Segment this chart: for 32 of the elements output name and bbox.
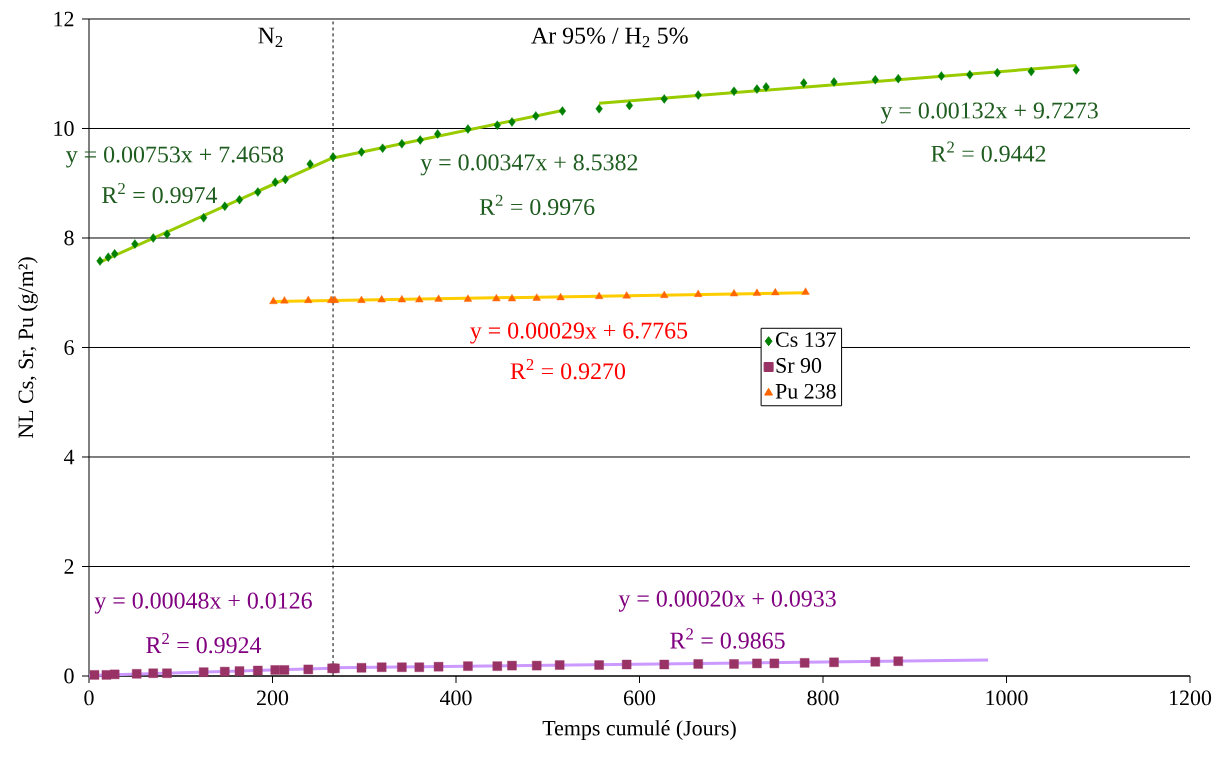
x-tick-label: 0	[84, 690, 94, 706]
x-tick-label: 200	[257, 690, 289, 706]
legend-label: Sr 90	[776, 358, 822, 373]
x-tick-label: 800	[807, 690, 839, 706]
y-tick-label: 6	[64, 340, 74, 355]
annotation: N$_{2}$	[258, 27, 283, 48]
annotation: y = 0.00048x + 0.0126	[94, 592, 312, 614]
annotation: R$^{2}$ = 0.9976	[479, 194, 595, 216]
x-tick-label: 600	[624, 690, 656, 706]
y-tick-label: 2	[64, 559, 74, 574]
x-tick-label: 1200	[1170, 690, 1212, 706]
x-tick-label: 1000	[986, 690, 1028, 706]
annotation: R$^{2}$ = 0.9865	[670, 628, 785, 649]
annotation: R$^{2}$ = 0.9974	[102, 182, 218, 204]
annotation: R$^{2}$ = 0.9270	[510, 358, 626, 380]
legend-label: Pu 238	[775, 383, 836, 399]
annotation: y = 0.00020x + 0.0933	[618, 590, 836, 612]
y-tick-label: 4	[63, 449, 75, 465]
x-axis-title: Temps cumulé (Jours)	[542, 720, 736, 741]
y-axis-title: NL Cs, Sr, Pu (g/m²)	[17, 257, 38, 439]
y-tick-label: 8	[64, 230, 74, 246]
y-tick-label: 0	[64, 668, 74, 684]
annotation: Ar 95% / H$_{2}$ 5%	[531, 27, 688, 48]
annotation: y = 0.00347x + 8.5382	[420, 154, 638, 176]
annotation: R$^{2}$ = 0.9924	[146, 632, 262, 654]
legend-label: Cs 137	[776, 332, 836, 347]
annotation: y = 0.00029x + 6.7765	[470, 322, 688, 344]
y-tick-label: 12	[54, 11, 74, 27]
annotation: y = 0.00132x + 9.7273	[880, 102, 1098, 124]
y-tick-label: 10	[54, 121, 74, 136]
annotation: R$^{2}$ = 0.9442	[931, 141, 1046, 162]
x-tick-label: 400	[439, 690, 472, 706]
